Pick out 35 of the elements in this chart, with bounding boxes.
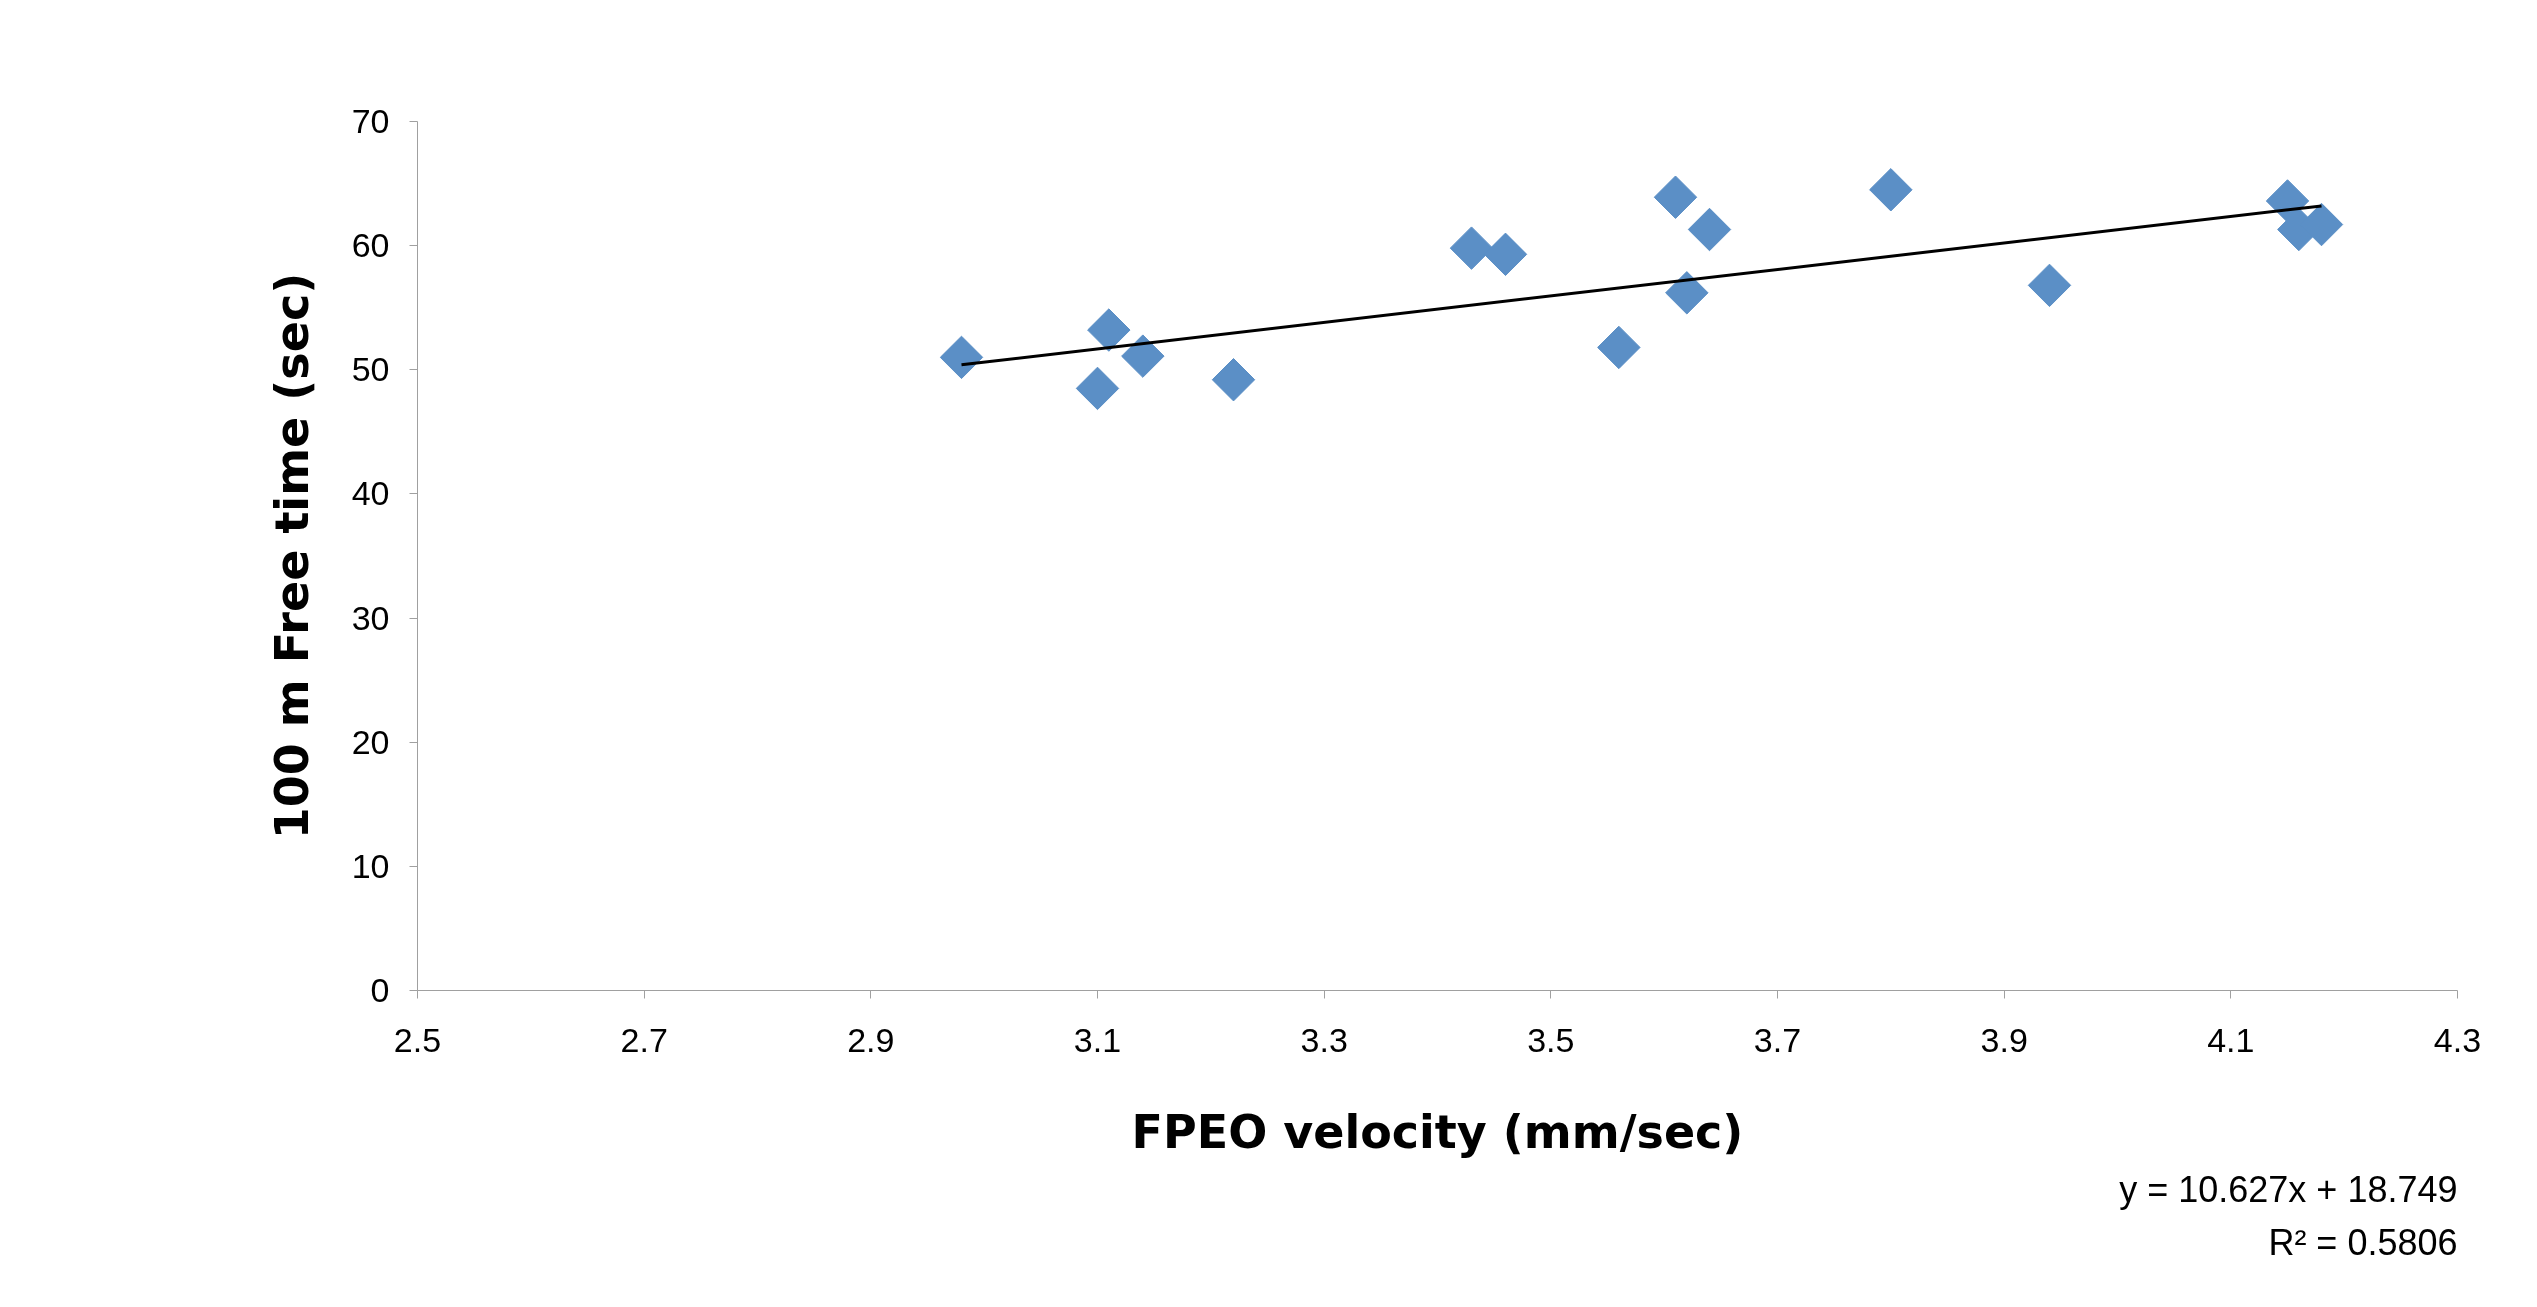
y-tick-label: 0 — [370, 971, 390, 1009]
y-tick-label: 30 — [351, 598, 390, 637]
x-tick-label: 3.9 — [1980, 1020, 2028, 1059]
point — [1483, 232, 1528, 277]
point — [1869, 168, 1913, 212]
y-tick-label: 60 — [351, 226, 390, 265]
point — [1211, 358, 1256, 402]
point — [1687, 207, 1732, 252]
y-axis-title: 100 m Free time (sec) — [264, 272, 319, 840]
point — [1665, 271, 1709, 315]
x-axis-title: FPEO velocity (mm/sec) — [1131, 1104, 1744, 1159]
text: R² = 0.5806 — [2268, 1221, 2458, 1263]
y-tick-label: 70 — [351, 102, 390, 140]
point — [939, 335, 984, 380]
x-tick-label: 2.5 — [393, 1020, 442, 1059]
x-tick-label: 4.3 — [2433, 1020, 2482, 1059]
y-tick-label: 10 — [351, 846, 390, 885]
point — [1121, 334, 1165, 378]
y-tick-label: 50 — [351, 350, 390, 389]
point — [1653, 175, 1698, 219]
point — [1087, 308, 1131, 352]
x-tick-label: 2.7 — [620, 1020, 668, 1059]
x-tick-label: 3.1 — [1073, 1020, 1122, 1059]
point — [2027, 263, 2072, 308]
point — [1597, 325, 1641, 370]
text: y = 10.627x + 18.749 — [2119, 1168, 2458, 1210]
point — [1075, 366, 1120, 411]
x-tick-label: 3.5 — [1527, 1020, 1575, 1059]
y-tick-label: 40 — [351, 474, 390, 513]
y-tick-label: 20 — [351, 722, 390, 761]
x-tick-label: 3.7 — [1753, 1020, 1802, 1059]
x-tick-label: 2.9 — [847, 1020, 895, 1059]
point — [1449, 226, 1494, 270]
x-tick-label: 3.3 — [1300, 1020, 1348, 1059]
x-tick-label: 4.1 — [2207, 1020, 2255, 1059]
